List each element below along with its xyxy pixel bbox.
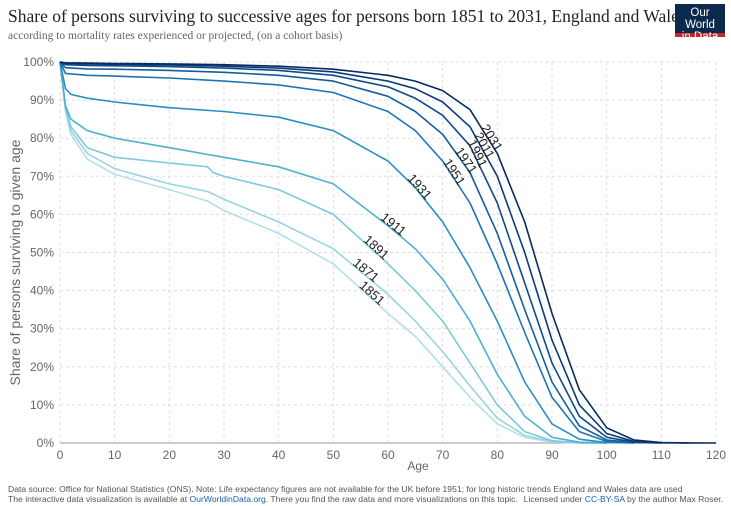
y-tick-label: 70% <box>30 169 54 183</box>
series-line-1911[interactable] <box>59 61 607 444</box>
y-tick-label: 100% <box>23 55 54 69</box>
y-tick-label: 0% <box>37 436 55 450</box>
y-tick-label: 50% <box>30 246 54 260</box>
x-tick-label: 10 <box>108 448 122 462</box>
series-line-1871[interactable] <box>59 61 607 444</box>
x-tick-label: 100 <box>597 448 617 462</box>
license-link[interactable]: CC-BY-SA <box>584 494 625 504</box>
x-tick-label: 80 <box>491 448 505 462</box>
footer-text: The interactive data visualization is av… <box>8 494 190 504</box>
footer-line-2: The interactive data visualization is av… <box>8 494 723 504</box>
footer-line-1: Data source: Office for National Statist… <box>8 484 723 494</box>
series-lines <box>59 61 717 444</box>
series-line-1851[interactable] <box>59 61 607 444</box>
license-text: Licensed under <box>523 494 585 504</box>
x-tick-label: 120 <box>706 448 726 462</box>
x-tick-label: 40 <box>272 448 286 462</box>
footer: Data source: Office for National Statist… <box>8 484 723 504</box>
y-tick-label: 90% <box>30 93 54 107</box>
owid-link[interactable]: OurWorldinData.org <box>189 494 266 504</box>
x-tick-label: 70 <box>436 448 450 462</box>
series-line-1891[interactable] <box>59 61 607 444</box>
series-line-1951[interactable] <box>59 61 635 444</box>
chart-title: Share of persons surviving to successive… <box>8 6 686 26</box>
logo-line-1: Our World <box>685 7 715 31</box>
chart-subtitle: according to mortality rates experienced… <box>8 30 343 42</box>
owid-logo[interactable]: Our World in Data <box>675 4 725 43</box>
series-line-1971[interactable] <box>59 61 662 444</box>
x-tick-label: 30 <box>217 448 231 462</box>
series-line-1931[interactable] <box>59 61 635 444</box>
license-text-2: by the author Max Roser. <box>624 494 723 504</box>
x-tick-label: 50 <box>327 448 341 462</box>
y-tick-label: 30% <box>30 322 54 336</box>
series-label-1931: 1931 <box>405 171 435 203</box>
data-source-note: Data source: Office for National Statist… <box>8 484 683 494</box>
license-note: Licensed under CC-BY-SA by the author Ma… <box>524 494 723 504</box>
y-tick-label: 10% <box>30 398 54 412</box>
x-tick-label: 60 <box>381 448 395 462</box>
logo-line-2: in Data <box>681 31 719 43</box>
y-tick-label: 60% <box>30 207 54 221</box>
series-line-1991[interactable] <box>59 61 662 444</box>
y-tick-label: 20% <box>30 360 54 374</box>
y-tick-label: 80% <box>30 131 54 145</box>
series-line-2011[interactable] <box>59 61 689 444</box>
y-axis-label: Share of persons surviving to given age <box>7 139 23 385</box>
x-axis-label: Age <box>407 459 429 473</box>
x-tick-label: 110 <box>652 448 671 462</box>
x-tick-label: 20 <box>163 448 177 462</box>
footer-text-2: . There you find the raw data and more v… <box>265 494 518 504</box>
series-label-1911: 1911 <box>378 209 409 238</box>
survival-chart: 0% 10% 20% 30% 40% 50% 60% 70% 80% 90% 100% 0 10 20 30… <box>7 55 726 473</box>
series-label-1891: 1891 <box>361 232 393 263</box>
x-tick-label: 0 <box>57 448 64 462</box>
y-tick-label: 40% <box>30 284 54 298</box>
axes: 0% 10% 20% 30% 40% 50% 60% 70% 80% 90% 100% 0 10 20 30… <box>7 55 726 473</box>
x-tick-label: 90 <box>545 448 559 462</box>
series-line-2031[interactable] <box>59 61 717 444</box>
